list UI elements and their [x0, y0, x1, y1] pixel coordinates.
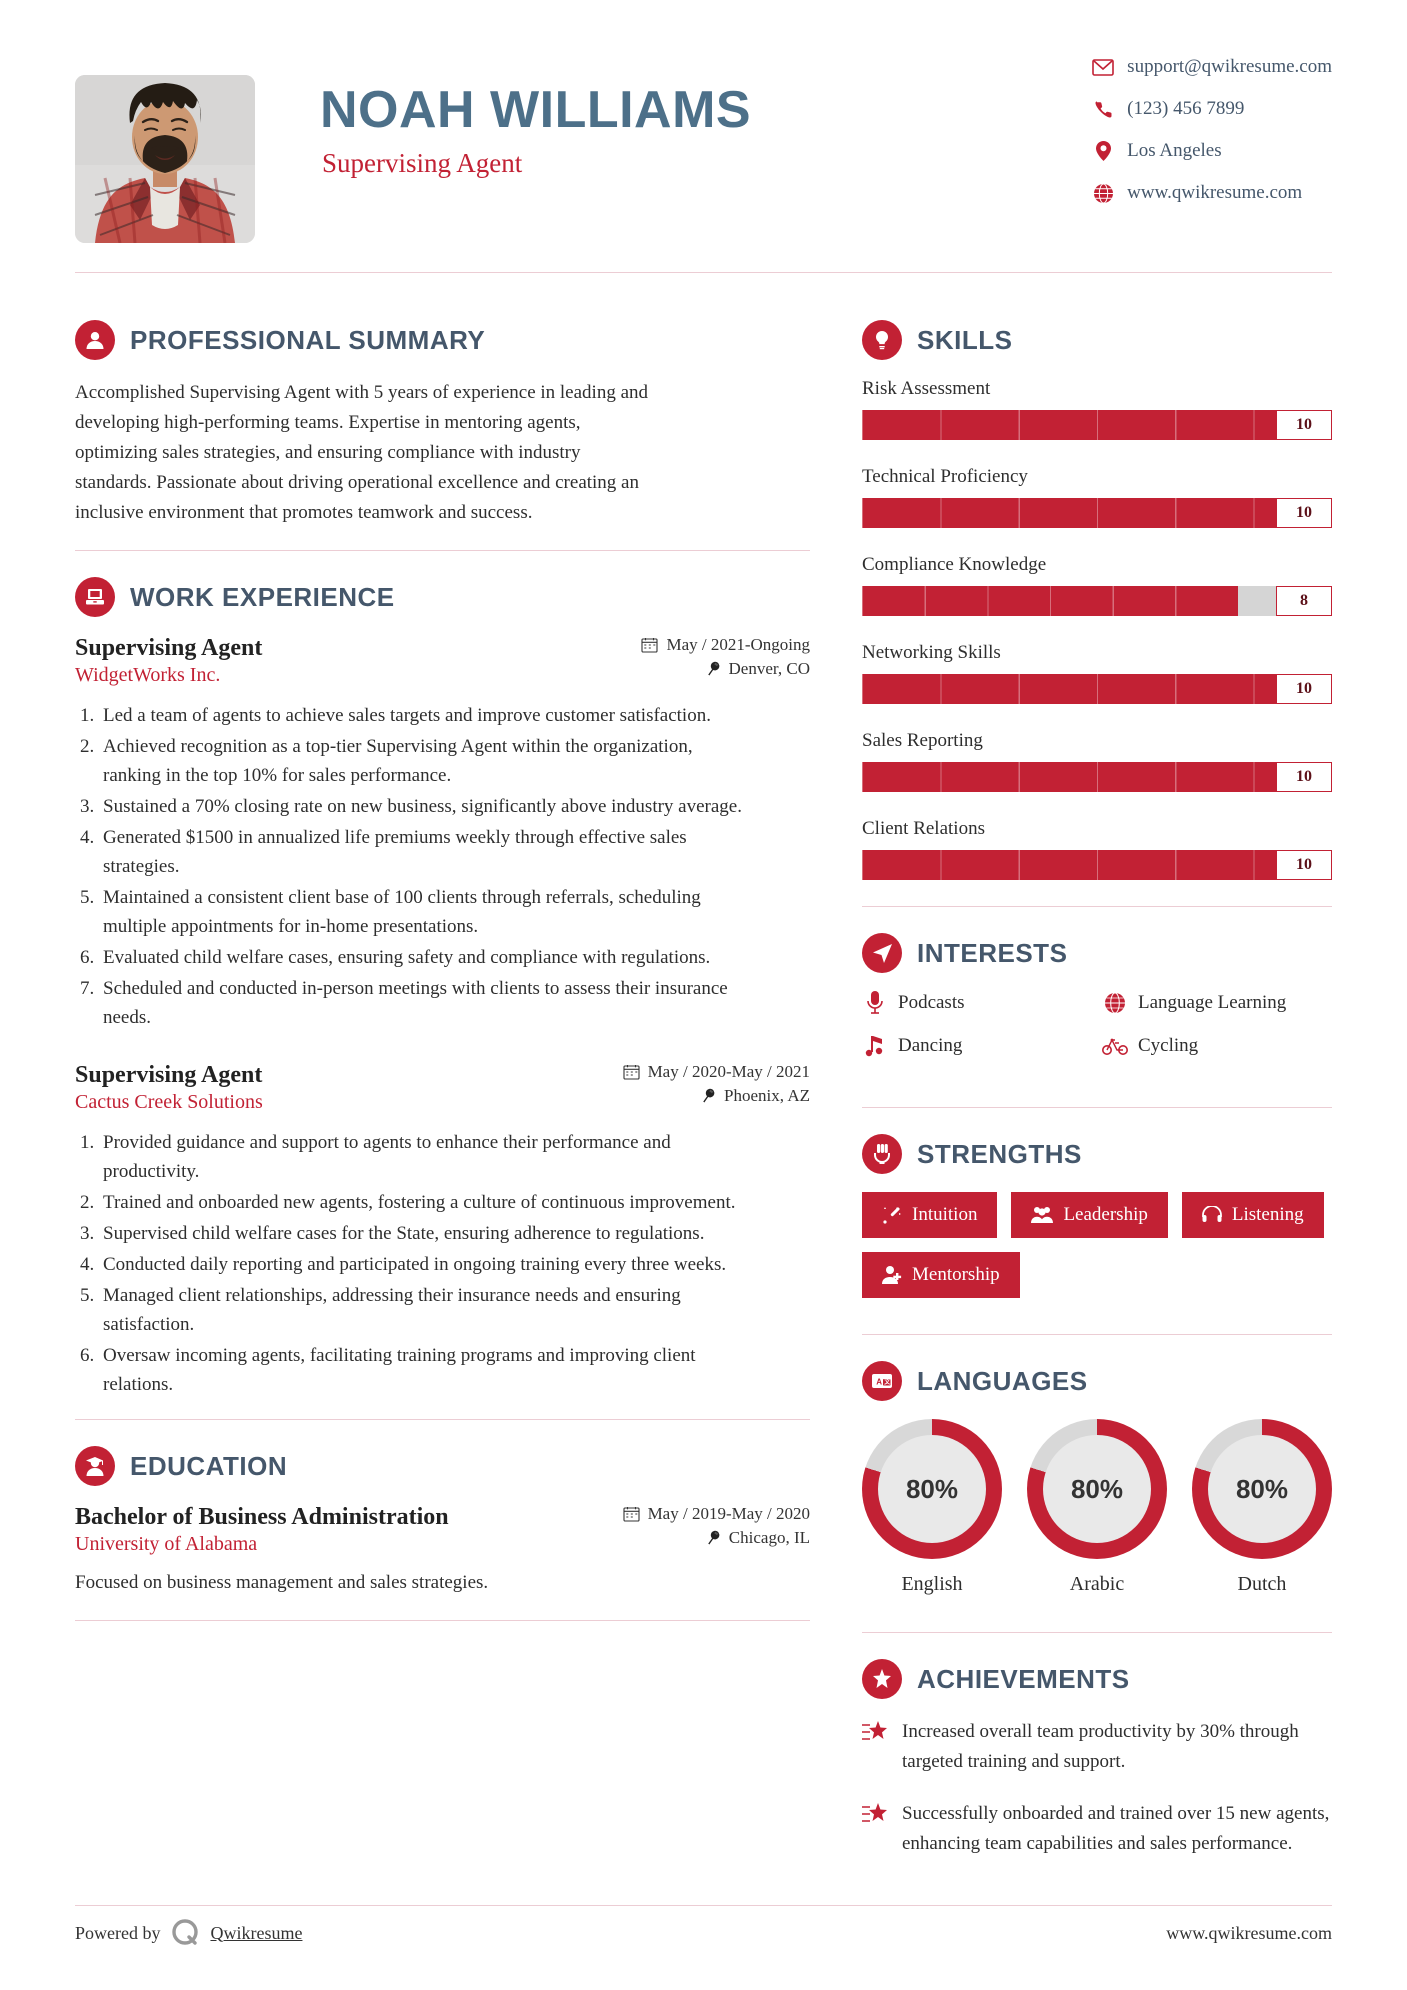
svg-text:A: A	[876, 1378, 882, 1387]
svg-text:文: 文	[883, 1378, 891, 1386]
